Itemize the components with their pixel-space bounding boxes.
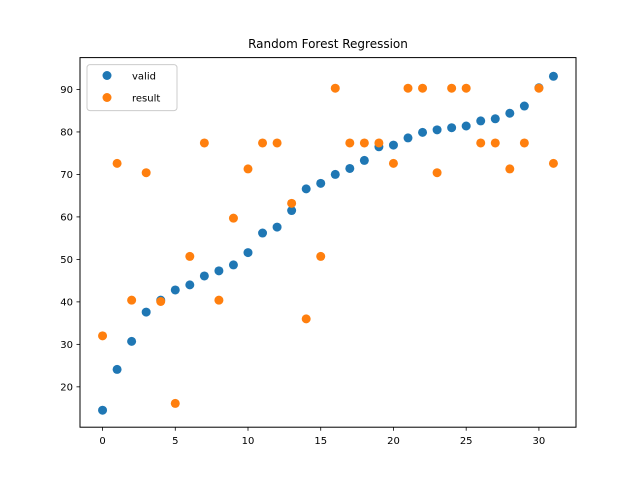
- point-valid-15: [316, 178, 326, 188]
- y-tick-label-4: 60: [60, 212, 73, 223]
- point-result-28: [505, 164, 515, 174]
- x-tick-label-1: 5: [172, 436, 178, 447]
- point-result-4: [156, 296, 166, 306]
- legend-marker-result: [102, 93, 112, 102]
- point-result-22: [418, 83, 428, 93]
- point-result-18: [359, 138, 369, 148]
- point-result-1: [112, 158, 122, 168]
- point-valid-18: [359, 155, 369, 165]
- x-tick-label-2: 10: [242, 436, 255, 447]
- point-valid-9: [228, 260, 238, 270]
- point-valid-3: [141, 307, 151, 317]
- point-result-21: [403, 83, 413, 93]
- point-valid-29: [519, 101, 529, 111]
- point-valid-24: [447, 123, 457, 133]
- point-valid-2: [127, 336, 137, 346]
- axes-layer: 0 5 10 15 20 25 30 20 30 40 50 60 70 80 90: [60, 85, 545, 447]
- point-valid-28: [505, 108, 515, 118]
- y-tick-label-1: 30: [60, 340, 73, 351]
- point-valid-11: [258, 228, 268, 238]
- point-valid-20: [388, 140, 398, 150]
- y-tick-label-3: 50: [60, 255, 73, 266]
- y-tick-label-0: 20: [60, 382, 73, 393]
- point-valid-16: [330, 169, 340, 179]
- legend-label-valid: valid: [132, 72, 156, 83]
- point-result-0: [98, 331, 108, 341]
- point-valid-17: [345, 163, 355, 173]
- point-result-17: [345, 138, 355, 148]
- point-valid-8: [214, 266, 224, 276]
- point-valid-25: [461, 121, 471, 131]
- x-tick-label-0: 0: [99, 436, 105, 447]
- point-valid-22: [418, 127, 428, 137]
- point-result-10: [243, 164, 253, 174]
- point-result-30: [534, 83, 544, 93]
- chart-title: Random Forest Regression: [248, 37, 408, 51]
- point-valid-10: [243, 248, 253, 258]
- point-result-29: [519, 138, 529, 148]
- point-result-9: [228, 213, 238, 223]
- point-valid-1: [112, 364, 122, 374]
- point-result-2: [127, 295, 137, 305]
- x-tick-label-4: 20: [387, 436, 400, 447]
- point-valid-13: [287, 206, 297, 216]
- point-result-15: [316, 251, 326, 261]
- point-result-6: [185, 251, 195, 261]
- x-tick-label-5: 25: [460, 436, 473, 447]
- point-result-5: [170, 398, 180, 408]
- data-layer: [98, 71, 558, 415]
- point-valid-5: [170, 285, 180, 295]
- x-tick-label-3: 15: [314, 436, 327, 447]
- series-valid: [98, 71, 558, 415]
- point-result-11: [258, 138, 268, 148]
- point-result-24: [447, 83, 457, 93]
- point-valid-7: [199, 271, 209, 281]
- point-valid-6: [185, 280, 195, 290]
- point-result-13: [287, 198, 297, 208]
- point-result-20: [388, 158, 398, 168]
- point-valid-27: [490, 114, 500, 124]
- point-result-25: [461, 83, 471, 93]
- point-valid-21: [403, 133, 413, 143]
- series-result: [98, 83, 558, 408]
- x-tick-label-6: 30: [533, 436, 546, 447]
- point-result-23: [432, 168, 442, 178]
- point-result-14: [301, 314, 311, 324]
- point-result-27: [490, 138, 500, 148]
- legend-label-result: result: [132, 94, 160, 105]
- point-valid-14: [301, 184, 311, 194]
- point-result-8: [214, 295, 224, 305]
- point-valid-26: [476, 116, 486, 126]
- point-valid-0: [98, 405, 108, 415]
- point-valid-12: [272, 222, 282, 232]
- y-tick-label-6: 80: [60, 127, 73, 138]
- legend: valid result: [86, 64, 178, 112]
- y-tick-label-5: 70: [60, 170, 73, 181]
- point-result-16: [330, 83, 340, 93]
- legend-marker-valid: [102, 71, 112, 80]
- point-result-3: [141, 168, 151, 178]
- plot-frame: [79, 57, 577, 428]
- y-tick-label-7: 90: [60, 85, 73, 96]
- y-tick-label-2: 40: [60, 297, 73, 308]
- point-result-31: [548, 158, 558, 168]
- point-valid-23: [432, 125, 442, 135]
- point-result-26: [476, 138, 486, 148]
- point-result-19: [374, 138, 384, 148]
- point-valid-31: [548, 71, 558, 81]
- point-result-7: [199, 138, 209, 148]
- point-result-12: [272, 138, 282, 148]
